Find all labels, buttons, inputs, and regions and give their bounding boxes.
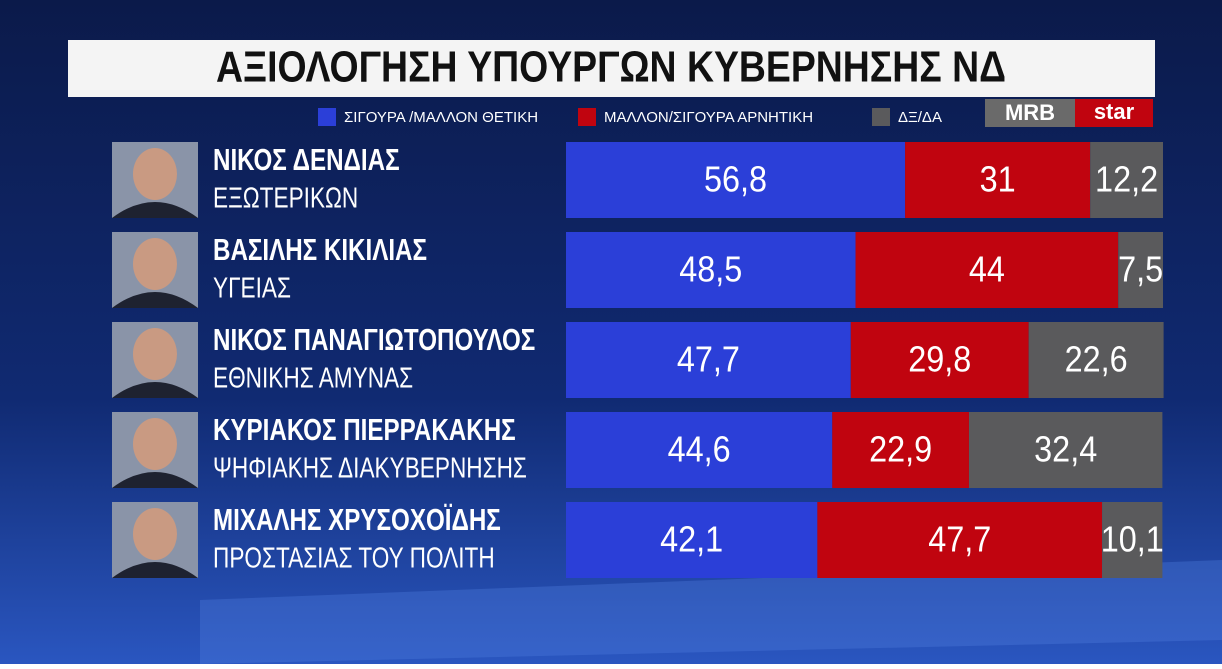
category-subtitle: ΥΓΕΙΑΣ	[213, 271, 291, 304]
category-label: ΜΙΧΑΛΗΣ ΧΡΥΣΟΧΟΪΔΗΣ	[213, 502, 501, 537]
title-box	[68, 40, 1155, 97]
photo-body	[112, 562, 198, 578]
photo	[112, 322, 198, 398]
photo-body	[112, 202, 198, 218]
category-subtitle: ΕΘΝΙΚΗΣ ΑΜΥΝΑΣ	[213, 361, 413, 394]
value-label: 47,7	[928, 520, 991, 560]
rows: ΝΙΚΟΣ ΔΕΝΔΙΑΣ ΕΞΩΤΕΡΙΚΩΝ 56,8 31 12,2 ΒΑΣΙΛΗΣ…	[112, 142, 1164, 578]
photo-body	[112, 382, 198, 398]
category-label: ΚΥΡΙΑΚΟΣ ΠΙΕΡΡΑΚΑΚΗΣ	[213, 412, 516, 447]
legend-swatch	[578, 108, 596, 126]
bar-segment	[905, 142, 1091, 218]
bar-segment	[566, 142, 906, 218]
legend-swatch	[872, 108, 890, 126]
bar-segment	[566, 232, 856, 308]
value-label: 48,5	[679, 250, 742, 290]
bar-segment	[1102, 502, 1163, 578]
bar-segment	[1028, 322, 1164, 398]
category-label: ΝΙΚΟΣ ΔΕΝΔΙΑΣ	[213, 142, 400, 177]
photo-head	[133, 148, 177, 200]
photo	[112, 502, 198, 578]
category-subtitle: ΕΞΩΤΕΡΙΚΩΝ	[213, 181, 358, 214]
value-label: 44	[969, 250, 1005, 290]
bar-segment	[968, 412, 1163, 488]
bar-segment	[566, 502, 818, 578]
value-label: 7,5	[1118, 250, 1163, 290]
value-label: 47,7	[677, 340, 740, 380]
value-label: 10,1	[1101, 520, 1164, 560]
bar-segment	[1118, 232, 1163, 308]
value-label: 29,8	[908, 340, 971, 380]
photo-head	[133, 238, 177, 290]
value-label: 12,2	[1095, 160, 1158, 200]
logo-source: MRB	[1005, 100, 1055, 125]
photo-head	[133, 508, 177, 560]
bar-segment	[832, 412, 969, 488]
value-label: 44,6	[668, 430, 731, 470]
value-label: 32,4	[1034, 430, 1097, 470]
photo	[112, 232, 198, 308]
logo-box	[985, 99, 1075, 127]
photo	[112, 412, 198, 488]
category-label: ΒΑΣΙΛΗΣ ΚΙΚΙΛΙΑΣ	[213, 232, 427, 267]
logo-box	[1075, 99, 1153, 127]
value-label: 22,9	[869, 430, 932, 470]
legend-swatch	[318, 108, 336, 126]
photo	[112, 142, 198, 218]
decor	[200, 560, 1222, 664]
bar-segment	[817, 502, 1103, 578]
category-label: ΝΙΚΟΣ ΠΑΝΑΓΙΩΤΟΠΟΥΛΟΣ	[213, 322, 535, 357]
photo-body	[112, 472, 198, 488]
bar-segment	[566, 322, 851, 398]
value-label: 42,1	[660, 520, 723, 560]
value-label: 22,6	[1065, 340, 1128, 380]
logo-channel: star	[1094, 99, 1135, 124]
bar-segment	[850, 322, 1029, 398]
category-subtitle: ΨΗΦΙΑΚΗΣ ΔΙΑΚΥΒΕΡΝΗΣΗΣ	[213, 451, 527, 484]
bar-segment	[855, 232, 1119, 308]
value-label: 31	[980, 160, 1016, 200]
legend-label: ΔΞ/ΔΑ	[898, 109, 942, 126]
value-label: 56,8	[704, 160, 767, 200]
legend: ΣΙΓΟΥΡΑ /ΜΑΛΛΟΝ ΘΕΤΙΚΗ ΜΑΛΛΟΝ/ΣΙΓΟΥΡΑ ΑΡΝ…	[318, 108, 942, 126]
bar-segment	[566, 412, 833, 488]
photo-head	[133, 418, 177, 470]
photo-head	[133, 328, 177, 380]
photo-body	[112, 292, 198, 308]
legend-label: ΜΑΛΛΟΝ/ΣΙΓΟΥΡΑ ΑΡΝΗΤΙΚΗ	[604, 109, 813, 126]
bar-segment	[1090, 142, 1163, 218]
legend-label: ΣΙΓΟΥΡΑ /ΜΑΛΛΟΝ ΘΕΤΙΚΗ	[344, 109, 538, 126]
category-subtitle: ΠΡΟΣΤΑΣΙΑΣ ΤΟΥ ΠΟΛΙΤΗ	[213, 541, 495, 574]
chart-title: ΑΞΙΟΛΟΓΗΣΗ ΥΠΟΥΡΓΩΝ ΚΥΒΕΡΝΗΣΗΣ ΝΔ	[216, 42, 1006, 92]
